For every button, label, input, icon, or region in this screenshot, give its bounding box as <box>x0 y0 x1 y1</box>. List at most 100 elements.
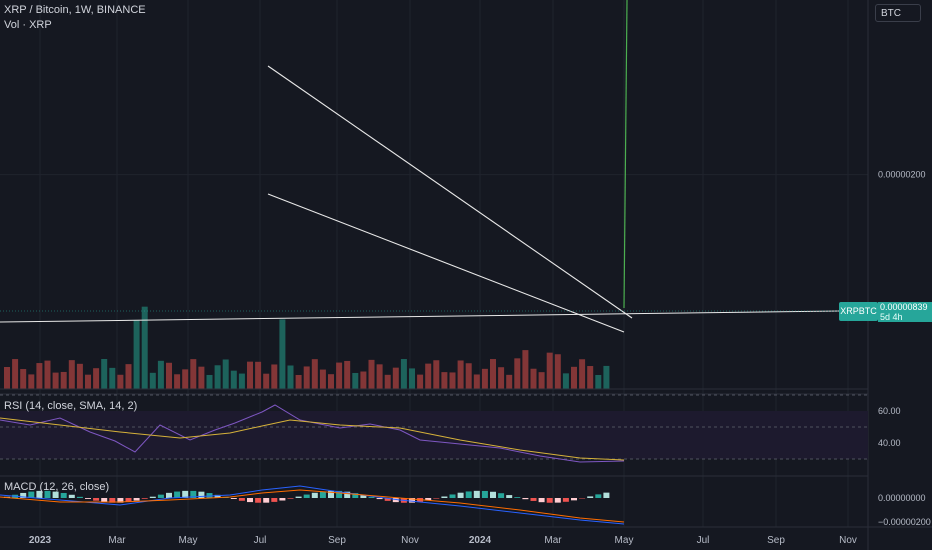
macd-pane <box>0 485 625 525</box>
macd-histogram-bar <box>263 498 270 503</box>
price-axis[interactable]: 0.000032000.000030000.000028000.00002600… <box>878 0 931 527</box>
volume-bar <box>514 358 521 389</box>
macd-histogram-bar <box>182 490 189 498</box>
macd-histogram-bar <box>392 498 399 503</box>
macd-histogram-bar <box>85 498 91 499</box>
macd-histogram-bar <box>336 490 343 498</box>
macd-histogram-bar <box>384 498 391 501</box>
macd-axis-label: 0.00000000 <box>878 493 926 503</box>
macd-axis-label: −0.00000200 <box>878 517 931 527</box>
volume-bar <box>392 367 399 389</box>
macd-histogram-bar <box>166 492 172 498</box>
time-axis-label: Nov <box>401 535 419 546</box>
symbol-title: XRP / Bitcoin, 1W, BINANCE <box>4 4 146 16</box>
volume-bar <box>473 374 480 389</box>
volume-bar <box>409 368 415 389</box>
macd-histogram-bar <box>473 490 480 498</box>
volume-bar <box>12 359 19 389</box>
upper-trendline <box>267 65 633 319</box>
volume-bar <box>255 361 262 389</box>
volume-bar <box>133 319 140 389</box>
volume-bar <box>360 371 367 389</box>
volume-bar <box>271 364 278 389</box>
volume-bar <box>222 359 229 389</box>
volume-bar <box>247 361 253 389</box>
macd-histogram-bar <box>514 497 521 498</box>
macd-histogram-bar <box>117 498 124 503</box>
candle-countdown: 5d 4h <box>878 312 932 322</box>
time-axis-label: Nov <box>839 535 857 546</box>
macd-histogram-bar <box>76 496 83 498</box>
time-axis-label: Jul <box>697 535 710 546</box>
macd-histogram-bar <box>319 491 326 498</box>
volume-bar <box>125 364 132 389</box>
macd-histogram-bar <box>36 490 43 498</box>
macd-histogram-bar <box>60 492 67 498</box>
time-axis[interactable]: 2023 Mar May Jul Sep Nov 2024 Mar May Jul Sep Nov <box>29 535 857 546</box>
volume-bar <box>76 363 83 389</box>
macd-histogram-bar <box>101 498 108 503</box>
volume-bar <box>457 360 464 389</box>
volume-bar <box>109 367 116 389</box>
volume-bar <box>20 369 27 389</box>
volume-bar <box>538 372 545 389</box>
volume-bar <box>141 306 148 389</box>
volume-bar <box>28 374 35 389</box>
volume-bar <box>4 367 10 389</box>
macd-histogram-bar <box>360 494 367 498</box>
macd-histogram-bar <box>562 498 569 502</box>
volume-bar <box>174 374 181 389</box>
projection-line <box>623 0 628 309</box>
lower-trendline <box>267 193 625 333</box>
time-axis-label: 2024 <box>469 535 492 546</box>
volume-bar <box>149 372 156 389</box>
volume-bar <box>336 362 343 389</box>
volume-bars <box>0 306 868 390</box>
volume-bar <box>522 350 529 389</box>
macd-histogram-bar <box>522 498 529 500</box>
currency-button[interactable]: BTC <box>875 4 921 22</box>
macd-histogram-bar <box>149 496 156 498</box>
volume-bar <box>101 359 108 389</box>
time-axis-label: Mar <box>108 535 126 546</box>
rsi-axis-label: 60.00 <box>878 406 901 416</box>
volume-bar <box>571 366 577 389</box>
symbol-price-tag: XRPBTC <box>839 302 878 321</box>
time-axis-label: 2023 <box>29 535 52 546</box>
volume-bar <box>481 368 488 389</box>
macd-histogram-bar <box>368 497 375 498</box>
macd-histogram-bar <box>133 498 140 501</box>
macd-histogram-bar <box>52 491 59 498</box>
volume-bar <box>449 372 456 389</box>
volume-bar <box>595 374 602 389</box>
macd-histogram-bar <box>190 490 197 498</box>
volume-bar <box>157 360 164 389</box>
macd-histogram-bar <box>20 492 27 498</box>
volume-bar <box>85 374 91 389</box>
macd-histogram-bar <box>490 491 496 498</box>
macd-histogram-bar <box>255 498 262 503</box>
volume-bar <box>465 363 472 389</box>
macd-histogram-bar <box>457 492 464 498</box>
volume-bar <box>44 360 51 389</box>
macd-histogram-bar <box>603 492 610 498</box>
trend-drawings[interactable] <box>0 0 868 333</box>
macd-legend: MACD (12, 26, close) <box>4 481 110 493</box>
macd-histogram-bar <box>571 498 577 501</box>
macd-histogram-bar <box>174 491 181 498</box>
macd-signal-line <box>0 489 625 523</box>
time-axis-label: May <box>615 535 634 546</box>
volume-bar <box>328 374 334 389</box>
volume-bar <box>425 363 432 389</box>
macd-histogram-bar <box>279 498 286 501</box>
macd-histogram-bar <box>303 494 310 498</box>
macd-histogram-bar <box>425 498 432 501</box>
macd-histogram-bar <box>409 498 415 503</box>
rsi-signal-line <box>0 417 625 461</box>
volume-bar <box>417 374 424 389</box>
macd-histogram-bar <box>587 496 594 498</box>
volume-bar <box>238 373 245 389</box>
macd-histogram-bar <box>433 498 440 499</box>
volume-bar <box>579 359 586 389</box>
